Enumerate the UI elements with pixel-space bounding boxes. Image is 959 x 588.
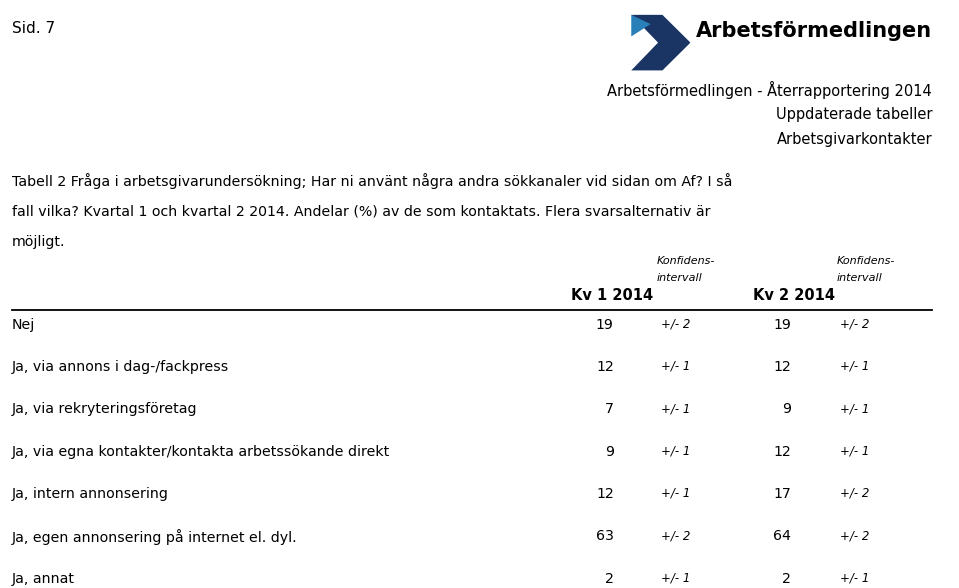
Text: 19: 19 [596,318,614,332]
Text: Ja, annat: Ja, annat [12,572,75,586]
Text: +/- 1: +/- 1 [661,445,690,457]
Text: Ja, egen annonsering på internet el. dyl.: Ja, egen annonsering på internet el. dyl… [12,529,297,545]
Text: Tabell 2 Fråga i arbetsgivarundersökning; Har ni använt några andra sökkanaler v: Tabell 2 Fråga i arbetsgivarundersökning… [12,173,732,189]
Text: 17: 17 [773,487,791,501]
Text: +/- 1: +/- 1 [840,402,870,415]
Polygon shape [631,15,690,71]
Text: +/- 2: +/- 2 [840,529,870,542]
Text: Sid. 7: Sid. 7 [12,21,55,36]
Text: 12: 12 [773,445,791,459]
Text: +/- 1: +/- 1 [661,572,690,584]
Text: Ja, via annons i dag-/fackpress: Ja, via annons i dag-/fackpress [12,360,229,374]
Text: Nej: Nej [12,318,35,332]
Text: möjligt.: möjligt. [12,235,65,249]
Text: +/- 2: +/- 2 [840,487,870,500]
Text: Arbetsgivarkontakter: Arbetsgivarkontakter [777,132,932,148]
Text: fall vilka? Kvartal 1 och kvartal 2 2014. Andelar (%) av de som kontaktats. Fler: fall vilka? Kvartal 1 och kvartal 2 2014… [12,204,710,218]
Text: Ja, via rekryteringsföretag: Ja, via rekryteringsföretag [12,402,197,416]
Text: +/- 1: +/- 1 [840,572,870,584]
Text: +/- 1: +/- 1 [840,445,870,457]
Text: +/- 1: +/- 1 [661,487,690,500]
Text: Kv 2 2014: Kv 2 2014 [753,288,835,303]
Text: 19: 19 [773,318,791,332]
Text: Ja, intern annonsering: Ja, intern annonsering [12,487,169,501]
Text: 12: 12 [596,487,614,501]
Text: 12: 12 [773,360,791,374]
Text: +/- 2: +/- 2 [840,318,870,330]
Text: Uppdaterade tabeller: Uppdaterade tabeller [776,107,932,122]
Text: 64: 64 [773,529,791,543]
Text: 9: 9 [605,445,614,459]
Text: Ja, via egna kontakter/kontakta arbetssökande direkt: Ja, via egna kontakter/kontakta arbetssö… [12,445,389,459]
Text: 9: 9 [783,402,791,416]
Polygon shape [631,15,650,36]
Text: Konfidens-: Konfidens- [836,256,895,266]
Text: Arbetsförmedlingen - Återrapportering 2014: Arbetsförmedlingen - Återrapportering 20… [607,81,932,99]
Text: 2: 2 [783,572,791,586]
Text: +/- 1: +/- 1 [840,360,870,373]
Text: +/- 1: +/- 1 [661,360,690,373]
Text: intervall: intervall [657,273,703,283]
Text: +/- 1: +/- 1 [661,402,690,415]
Text: Kv 1 2014: Kv 1 2014 [571,288,653,303]
Text: 12: 12 [596,360,614,374]
Text: 63: 63 [596,529,614,543]
Text: +/- 2: +/- 2 [661,318,690,330]
Text: 2: 2 [605,572,614,586]
Text: Arbetsförmedlingen: Arbetsförmedlingen [696,21,932,41]
Text: +/- 2: +/- 2 [661,529,690,542]
Text: intervall: intervall [836,273,882,283]
Text: 7: 7 [605,402,614,416]
Text: Konfidens-: Konfidens- [657,256,715,266]
